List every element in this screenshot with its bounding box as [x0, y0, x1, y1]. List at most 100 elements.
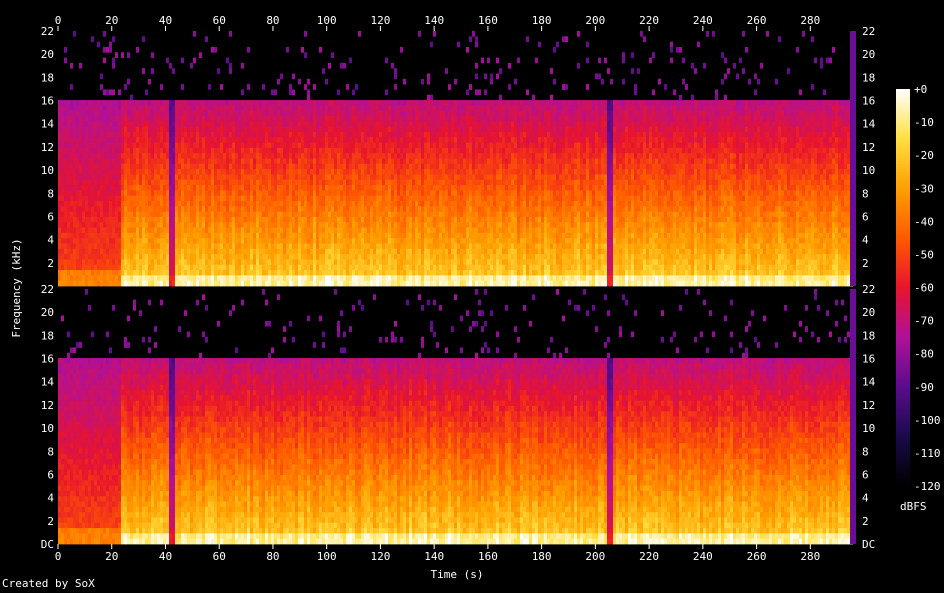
spectrogram-cell — [403, 185, 406, 191]
spectrogram-cell — [121, 105, 124, 111]
spectrogram-cell — [178, 259, 181, 265]
spectrogram-cell — [412, 148, 415, 154]
spectrogram-cell — [82, 148, 85, 154]
spectrogram-cell — [244, 111, 247, 117]
spectrogram-cell — [460, 254, 463, 260]
spectrogram-cell — [109, 180, 112, 186]
spectrogram-cell — [217, 201, 220, 207]
spectrogram-cell — [118, 270, 121, 276]
spectrogram-cell — [349, 233, 352, 239]
spectrogram-cell — [292, 132, 295, 138]
spectrogram-cell — [193, 222, 196, 228]
spectrogram-cell — [367, 116, 370, 122]
spectrogram-cell — [196, 111, 199, 117]
spectrogram-cell — [91, 153, 94, 159]
spectrogram-cell — [409, 190, 412, 196]
spectrogram-cell — [421, 105, 424, 111]
spectrogram-cell — [292, 159, 295, 165]
spectrogram-cell — [109, 89, 112, 95]
spectrogram-cell — [238, 206, 241, 212]
spectrogram-cell — [106, 222, 109, 228]
spectrogram-cell — [169, 164, 172, 170]
spectrogram-cell — [460, 143, 463, 149]
spectrogram-cell — [247, 201, 250, 207]
spectrogram-cell — [442, 121, 445, 127]
spectrogram-cell — [70, 190, 73, 196]
spectrogram-cell — [304, 180, 307, 186]
spectrogram-cell — [217, 254, 220, 260]
spectrogram-cell — [322, 265, 325, 271]
spectrogram-cell — [97, 42, 100, 48]
spectrogram-cell — [316, 164, 319, 170]
spectrogram-cell — [376, 180, 379, 186]
spectrogram-cell — [211, 249, 214, 255]
spectrogram-cell — [115, 217, 118, 223]
spectrogram-cell — [67, 265, 70, 271]
spectrogram-cell — [91, 259, 94, 265]
spectrogram-cell — [421, 190, 424, 196]
spectrogram-cell — [307, 95, 310, 101]
spectrogram-cell — [319, 47, 322, 53]
spectrogram-cell — [265, 222, 268, 228]
spectrogram-cell — [259, 233, 262, 239]
spectrogram-cell — [391, 148, 394, 154]
spectrogram-cell — [352, 196, 355, 202]
spectrogram-cell — [418, 185, 421, 191]
spectrogram-cell — [100, 238, 103, 244]
spectrogram-cell — [259, 206, 262, 212]
spectrogram-cell — [106, 259, 109, 265]
spectrogram-cell — [331, 153, 334, 159]
spectrogram-cell — [100, 265, 103, 271]
spectrogram-cell — [136, 228, 139, 234]
spectrogram-cell — [292, 174, 295, 180]
spectrogram-cell — [118, 169, 121, 175]
spectrogram-cell — [157, 116, 160, 122]
spectrogram-cell — [196, 228, 199, 234]
spectrogram-cell — [454, 244, 457, 250]
spectrogram-cell — [151, 111, 154, 117]
spectrogram-cell — [325, 201, 328, 207]
spectrogram-cell — [265, 148, 268, 154]
spectrogram-cell — [310, 137, 313, 143]
spectrogram-cell — [82, 164, 85, 170]
spectrogram-cell — [400, 244, 403, 250]
spectrogram-cell — [223, 174, 226, 180]
spectrogram-cell — [328, 159, 331, 165]
spectrogram-cell — [286, 100, 289, 106]
spectrogram-cell — [304, 190, 307, 196]
spectrogram-cell — [79, 174, 82, 180]
spectrogram-cell — [187, 148, 190, 154]
spectrogram-cell — [418, 153, 421, 159]
spectrogram-cell — [199, 190, 202, 196]
spectrogram-cell — [256, 111, 259, 117]
spectrogram-cell — [334, 244, 337, 250]
spectrogram-cell — [91, 127, 94, 133]
spectrogram-cell — [433, 105, 436, 111]
spectrogram-cell — [355, 212, 358, 218]
spectrogram-cell — [334, 100, 337, 106]
spectrogram-cell — [67, 196, 70, 202]
spectrogram-cell — [232, 212, 235, 218]
spectrogram-cell — [313, 180, 316, 186]
spectrogram-cell — [418, 281, 421, 287]
spectrogram-cell — [76, 116, 79, 122]
spectrogram-cell — [217, 132, 220, 138]
spectrogram-cell — [349, 121, 352, 127]
spectrogram-cell — [316, 100, 319, 106]
spectrogram-cell — [328, 196, 331, 202]
spectrogram-cell — [424, 100, 427, 106]
spectrogram-cell — [442, 159, 445, 165]
spectrogram-cell — [472, 174, 475, 180]
spectrogram-cell — [406, 169, 409, 175]
spectrogram-cell — [154, 159, 157, 165]
spectrogram-cell — [250, 174, 253, 180]
spectrogram-cell — [139, 174, 142, 180]
spectrogram-cell — [130, 111, 133, 117]
spectrogram-cell — [94, 228, 97, 234]
spectrogram-cell — [229, 111, 232, 117]
spectrogram-cell — [424, 270, 427, 276]
spectrogram-cell — [154, 169, 157, 175]
spectrogram-cell — [145, 212, 148, 218]
spectrogram-cell — [151, 265, 154, 271]
spectrogram-cell — [112, 143, 115, 149]
